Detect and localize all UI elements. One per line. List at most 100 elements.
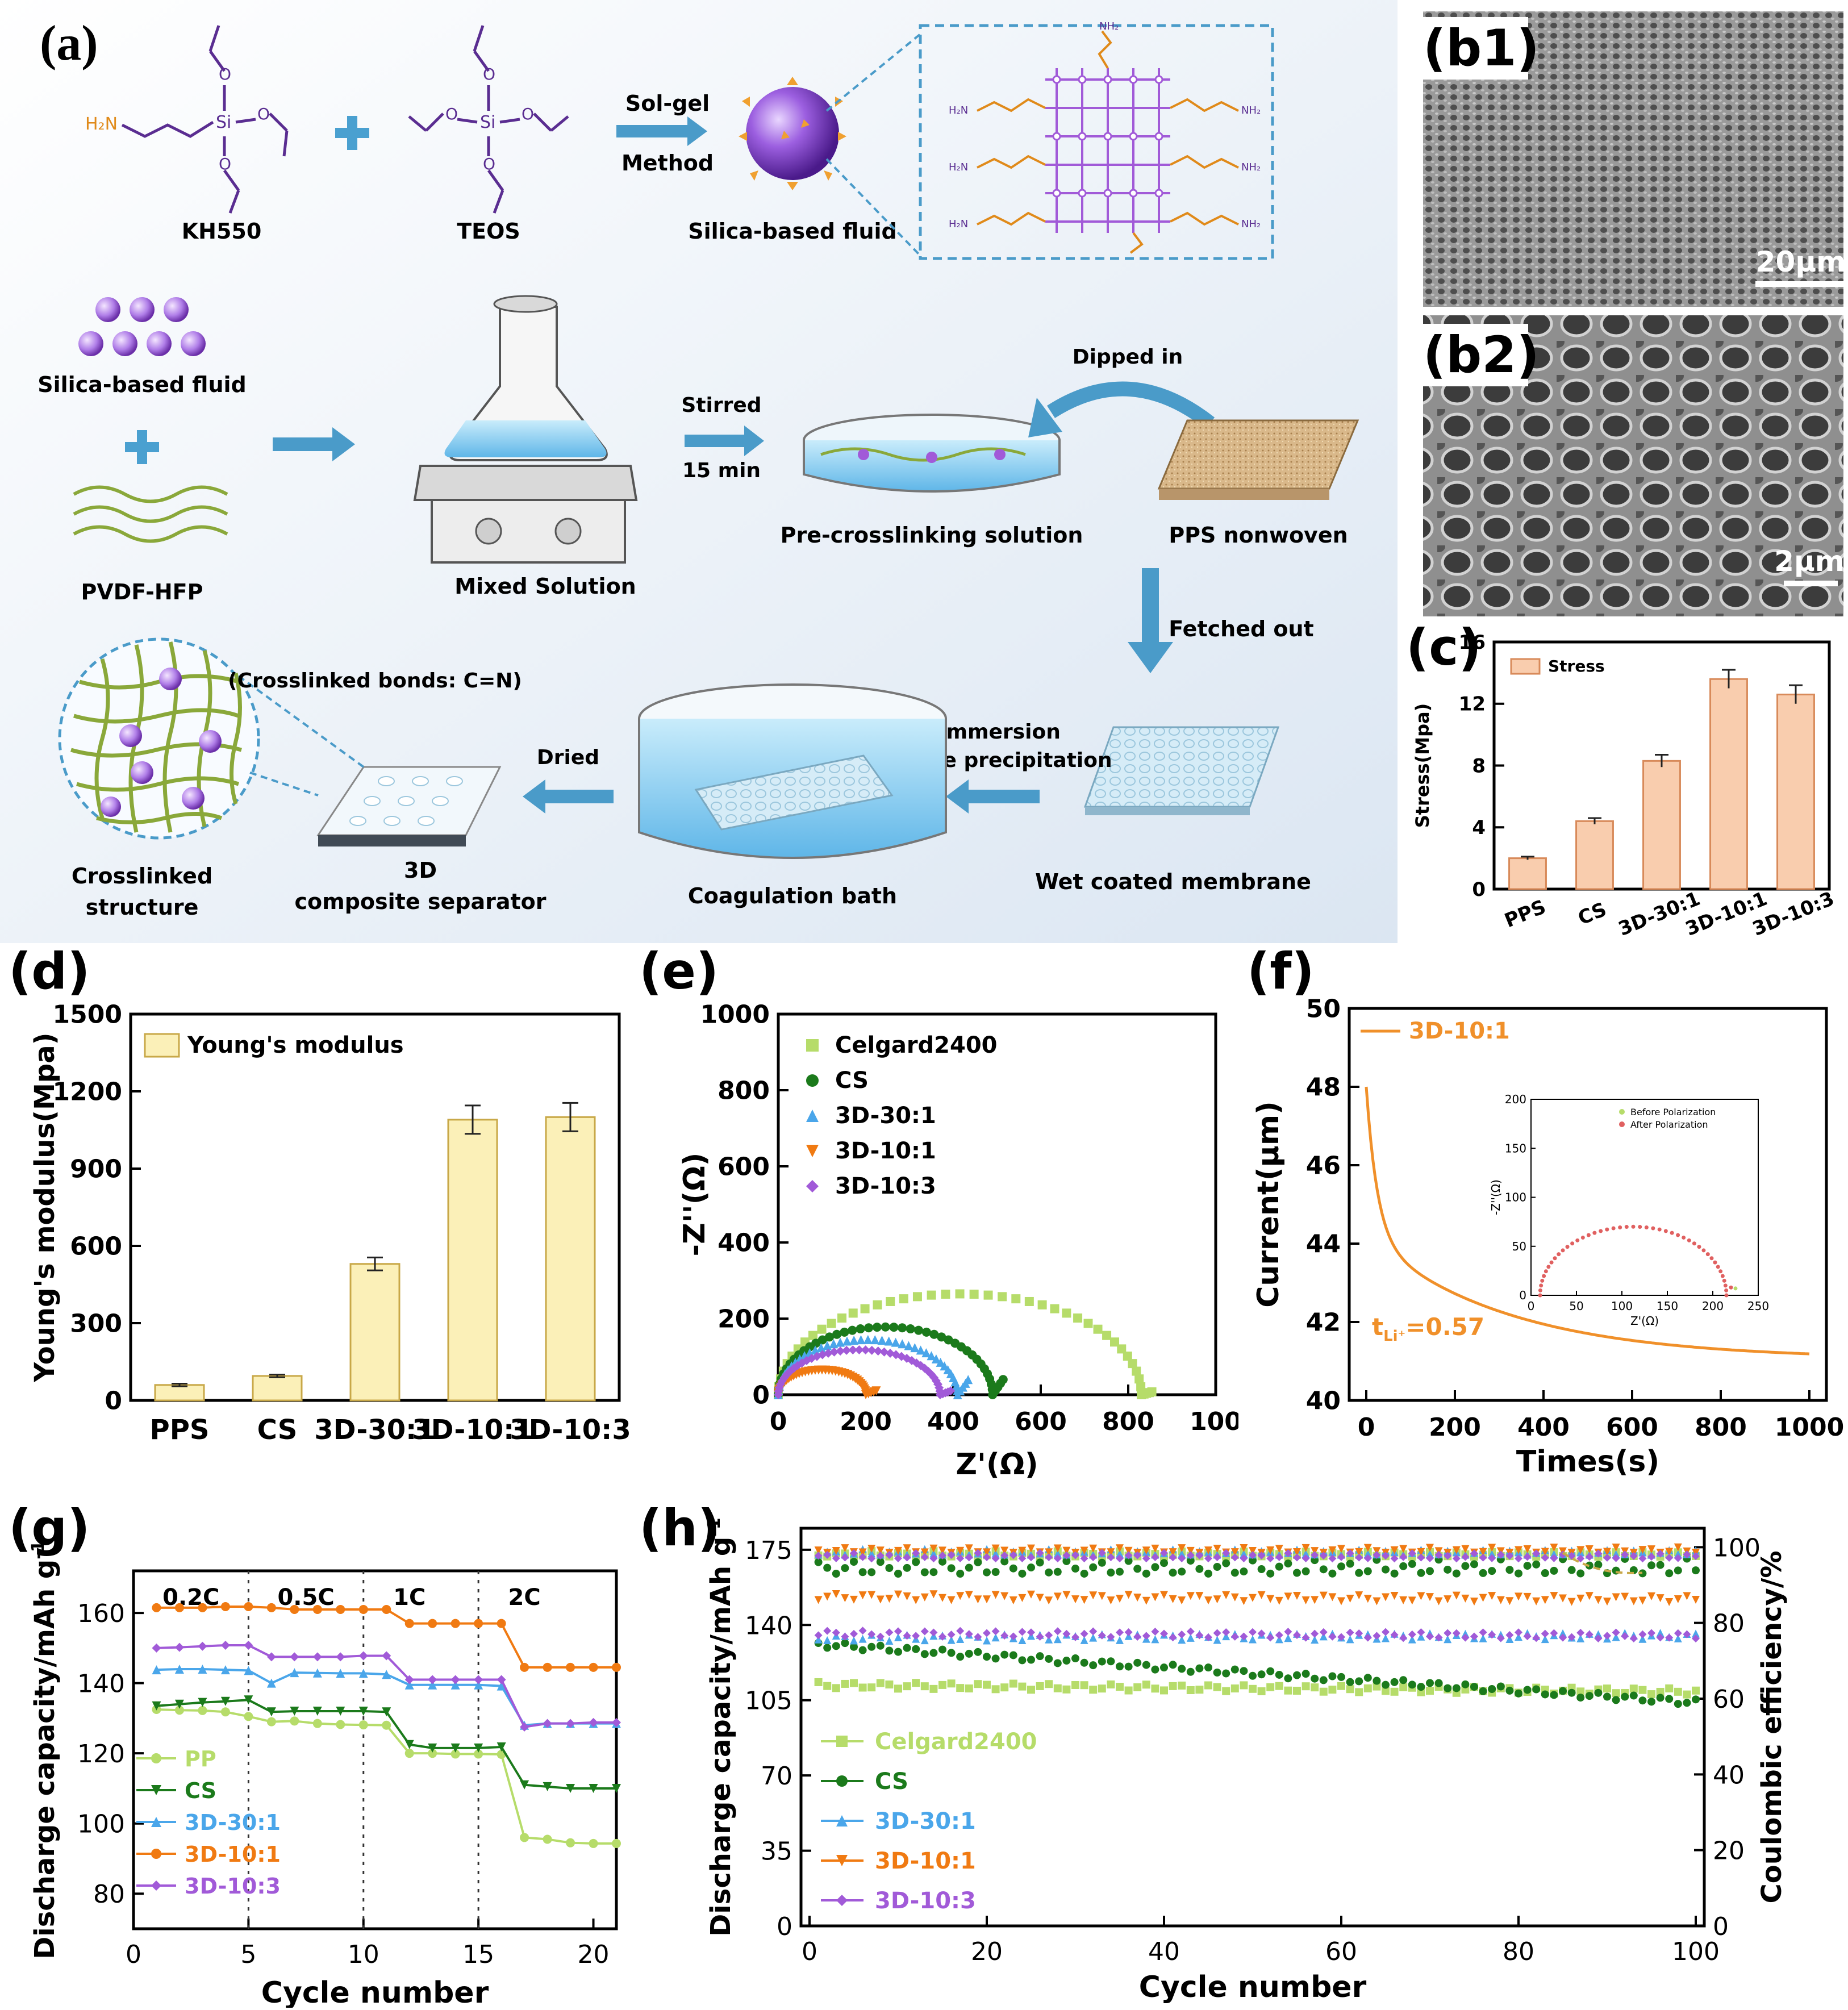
marker bbox=[1328, 1593, 1337, 1602]
panel-b2-label: (b2) bbox=[1423, 326, 1540, 384]
marker bbox=[1346, 1635, 1354, 1644]
marker bbox=[1027, 1563, 1035, 1572]
legend-label: 3D-30:1 bbox=[835, 1103, 936, 1129]
legend-label: 3D-30:1 bbox=[875, 1808, 976, 1834]
marker bbox=[832, 1546, 840, 1555]
marker bbox=[1656, 1687, 1665, 1696]
y-axis-title: -Z''(Ω) bbox=[678, 1153, 712, 1257]
marker bbox=[1045, 1654, 1053, 1663]
marker bbox=[1647, 1553, 1655, 1561]
marker bbox=[850, 1642, 858, 1651]
marker bbox=[497, 1675, 506, 1684]
marker bbox=[174, 1705, 184, 1715]
marker bbox=[1373, 1550, 1381, 1559]
marker bbox=[1240, 1544, 1248, 1552]
inset-point bbox=[1540, 1278, 1545, 1283]
marker bbox=[1656, 1549, 1665, 1558]
bar bbox=[545, 1116, 596, 1402]
marker bbox=[1363, 1633, 1372, 1642]
y-tick-label: 35 bbox=[761, 1837, 792, 1866]
marker bbox=[1018, 1554, 1027, 1563]
panel-c: (c) 0 4 8 12 16 Stress(Mpa) Stress PPS CS 3D-30:1 3… bbox=[1398, 618, 1848, 960]
bar bbox=[349, 1263, 401, 1402]
marker bbox=[382, 1670, 391, 1679]
marker bbox=[1674, 1595, 1682, 1604]
marker bbox=[1594, 1549, 1603, 1558]
marker bbox=[1355, 1629, 1363, 1637]
marker bbox=[1000, 1683, 1009, 1692]
marker bbox=[1045, 1548, 1053, 1557]
marker bbox=[806, 1110, 819, 1122]
marker bbox=[1692, 1634, 1700, 1643]
marker bbox=[998, 1292, 1007, 1302]
marker bbox=[1665, 1598, 1674, 1606]
marker bbox=[867, 1568, 876, 1577]
marker bbox=[814, 1596, 823, 1604]
transference-annotation: tLi⁺=0.57 bbox=[1372, 1313, 1484, 1345]
marker bbox=[841, 1639, 849, 1648]
marker bbox=[1328, 1686, 1337, 1694]
marker bbox=[1213, 1545, 1221, 1553]
marker bbox=[929, 1568, 938, 1577]
o-label: O bbox=[483, 65, 495, 84]
marker bbox=[1363, 1674, 1372, 1682]
marker bbox=[782, 1370, 792, 1379]
arrow-icon bbox=[523, 779, 614, 814]
marker bbox=[956, 1546, 965, 1555]
marker bbox=[1434, 1633, 1443, 1642]
marker bbox=[1293, 1671, 1301, 1679]
marker bbox=[898, 1339, 907, 1349]
marker bbox=[474, 1619, 483, 1628]
dried-label: Dried bbox=[537, 746, 599, 769]
marker bbox=[1382, 1634, 1390, 1642]
marker bbox=[1656, 1633, 1665, 1642]
marker bbox=[1186, 1627, 1195, 1636]
x-tick-label: 100 bbox=[1190, 1407, 1238, 1436]
x-axis-title: Cycle number bbox=[1139, 1970, 1367, 2004]
marker bbox=[920, 1593, 929, 1602]
marker bbox=[266, 1678, 276, 1688]
marker bbox=[903, 1563, 911, 1572]
marker bbox=[1390, 1687, 1399, 1696]
panel-g: (g) 80 100 120 140 160 0 5 10 15 20 0.2C 0.5C 1C 2C Cyc… bbox=[0, 1499, 631, 2010]
marker bbox=[474, 1749, 483, 1759]
marker bbox=[1266, 1554, 1275, 1563]
legend-label: 3D-10:1 bbox=[1409, 1018, 1510, 1044]
o-label: O bbox=[219, 65, 231, 84]
bar bbox=[1709, 678, 1748, 890]
marker bbox=[1594, 1630, 1603, 1638]
marker bbox=[920, 1636, 929, 1645]
marker bbox=[1444, 1684, 1452, 1692]
inset-y-tick-label: 200 bbox=[1505, 1092, 1526, 1106]
marker bbox=[850, 1558, 858, 1566]
marker bbox=[876, 1552, 885, 1560]
inset-point bbox=[1692, 1241, 1696, 1246]
marker bbox=[152, 1701, 161, 1711]
o-label: O bbox=[483, 155, 495, 173]
marker bbox=[450, 1675, 460, 1684]
marker bbox=[1195, 1631, 1204, 1640]
nh2-label: NH₂ bbox=[1099, 20, 1119, 32]
marker bbox=[1301, 1682, 1310, 1691]
marker bbox=[1585, 1553, 1593, 1561]
marker bbox=[867, 1345, 877, 1355]
marker bbox=[898, 1323, 907, 1333]
marker bbox=[612, 1783, 621, 1793]
marker bbox=[823, 1348, 833, 1358]
dipped-label: Dipped in bbox=[1073, 345, 1183, 369]
inset-point bbox=[1709, 1256, 1714, 1261]
marker bbox=[1496, 1550, 1505, 1559]
marker bbox=[1674, 1543, 1682, 1552]
marker bbox=[848, 1308, 858, 1318]
marker bbox=[589, 1838, 598, 1848]
arrow-icon bbox=[946, 779, 1040, 814]
marker bbox=[1399, 1596, 1408, 1604]
panel-f: (f) 40 42 44 46 48 50 0 200 400 600 800 1000 Times(s)… bbox=[1238, 942, 1848, 1500]
marker bbox=[1009, 1679, 1017, 1688]
x-tick-label: 200 bbox=[840, 1407, 892, 1436]
marker bbox=[1319, 1552, 1328, 1560]
marker bbox=[1301, 1550, 1310, 1558]
marker bbox=[871, 1386, 881, 1396]
y-tick-label: 1000 bbox=[700, 1000, 770, 1029]
marker bbox=[1576, 1594, 1585, 1603]
